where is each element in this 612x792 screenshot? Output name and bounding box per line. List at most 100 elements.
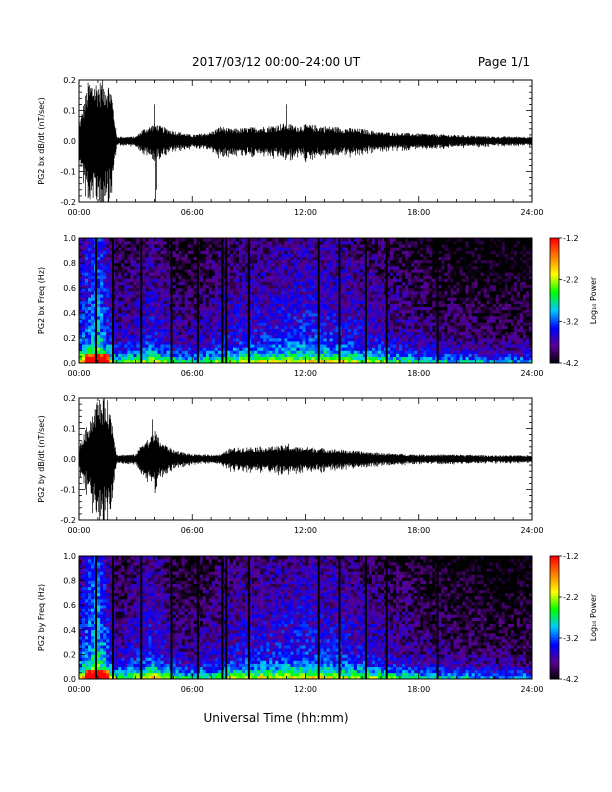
spectrogram-cell	[121, 266, 125, 270]
spectrogram-cell	[251, 266, 255, 270]
spectrogram-cell	[242, 319, 246, 323]
spectrogram-cell	[381, 241, 385, 245]
spectrogram-cell	[263, 241, 267, 245]
spectrogram-cell	[254, 334, 258, 339]
spectrogram-cell	[296, 263, 300, 267]
spectrogram-cell	[82, 269, 86, 273]
spectrogram-cell	[426, 338, 430, 342]
spectrogram-cell	[133, 238, 137, 242]
spectrogram-cell	[133, 334, 137, 339]
spectrogram-cell	[115, 266, 119, 270]
spectrogram-cell	[320, 338, 324, 342]
spectrogram-cell	[299, 297, 303, 301]
spectrogram-cell	[106, 269, 110, 273]
spectrogram-cell	[399, 306, 403, 311]
spectrogram-cell	[124, 238, 128, 242]
spectrogram-cell	[411, 334, 415, 339]
spectrogram-cell	[368, 331, 373, 336]
spectrogram-cell	[233, 316, 237, 320]
spectrogram-cell	[290, 297, 294, 301]
spectrogram-cell	[408, 309, 412, 314]
spectrogram-cell	[190, 306, 195, 311]
spectrogram-cell	[148, 334, 152, 339]
spectrogram-cell	[172, 316, 176, 320]
spectrogram-cell	[402, 347, 406, 351]
spectrogram-cell	[371, 328, 376, 333]
spectrogram-cell	[245, 278, 249, 283]
spectrogram-cell	[311, 288, 315, 292]
spectrogram-cell	[423, 359, 427, 364]
spectrogram-cell	[154, 266, 158, 270]
spectrogram-cell	[374, 250, 379, 254]
spectrogram-cell	[82, 256, 86, 261]
spectrogram-cell	[417, 259, 421, 264]
spectrogram-cell	[347, 253, 352, 258]
spectrogram-cell	[115, 278, 119, 283]
spectrogram-cell	[399, 353, 403, 358]
spectrogram-cell	[305, 250, 309, 254]
spectrogram-cell	[239, 353, 243, 358]
spectrogram-cell	[323, 297, 327, 301]
spectrogram-cell	[151, 263, 155, 267]
spectrogram-cell	[299, 356, 303, 361]
spectrogram-cell	[299, 334, 303, 339]
spectrogram-cell	[214, 238, 219, 242]
spectrogram-cell	[187, 241, 192, 245]
spectrogram-cell	[157, 331, 161, 336]
spectrogram-cell	[275, 288, 279, 292]
spectrogram-cell	[205, 253, 210, 258]
spectrogram-cell	[190, 328, 195, 333]
spectrogram-cell	[281, 322, 285, 326]
spectrogram-cell	[402, 250, 406, 254]
spectrogram-cell	[311, 253, 315, 258]
spectrogram-cell	[154, 250, 158, 254]
spectrogram-cell	[393, 309, 397, 314]
spectrogram-cell	[233, 322, 237, 326]
spectrogram-cell	[136, 297, 140, 301]
spectrogram-cell	[205, 269, 210, 273]
spectrogram-cell	[341, 341, 346, 345]
spectrogram-cell	[423, 256, 427, 261]
spectrogram-cell	[344, 272, 349, 276]
spectrogram-cell	[236, 259, 240, 264]
spectrogram-cell	[106, 244, 110, 248]
spectrogram-cell	[308, 319, 312, 323]
spectrogram-cell	[187, 244, 192, 248]
spectrogram-cell	[290, 306, 294, 311]
spectrogram-cell	[393, 253, 397, 258]
spectrogram-cell	[85, 263, 89, 267]
spectrogram-cell	[130, 253, 134, 258]
spectrogram-cell	[142, 328, 146, 333]
spectrogram-cell	[199, 309, 204, 314]
spectrogram-cell	[181, 263, 185, 267]
spectrogram-cell	[79, 275, 83, 279]
spectrogram-cell	[121, 306, 125, 311]
spectrogram-cell	[190, 263, 195, 267]
spectrogram-cell	[133, 247, 137, 251]
spectrogram-cell	[124, 263, 128, 267]
spectrogram-cell	[390, 309, 394, 314]
spectrogram-cell	[263, 275, 267, 279]
spectrogram-cell	[411, 328, 415, 333]
spectrogram-cell	[263, 247, 267, 251]
spectrogram-cell	[142, 266, 146, 270]
spectrogram-cell	[326, 353, 330, 358]
spectrogram-cell	[190, 256, 195, 261]
spectrogram-cell	[353, 325, 358, 329]
spectrogram-cell	[184, 303, 189, 308]
spectrogram-cell	[190, 259, 195, 264]
spectrogram-cell	[166, 338, 170, 342]
spectrogram-cell	[362, 275, 367, 279]
spectrogram-cell	[387, 281, 391, 286]
spectrogram-cell	[272, 241, 276, 245]
spectrogram-cell	[172, 300, 176, 304]
spectrogram-cell	[151, 259, 155, 264]
spectrogram-cell	[236, 313, 240, 317]
spectrogram-cell	[103, 309, 107, 314]
spectrogram-cell	[399, 275, 403, 279]
spectrogram-cell	[308, 275, 312, 279]
spectrogram-cell	[429, 288, 433, 292]
spectrogram-cell	[157, 259, 161, 264]
spectrogram-cell	[290, 256, 294, 261]
spectrogram-cell	[217, 303, 222, 308]
